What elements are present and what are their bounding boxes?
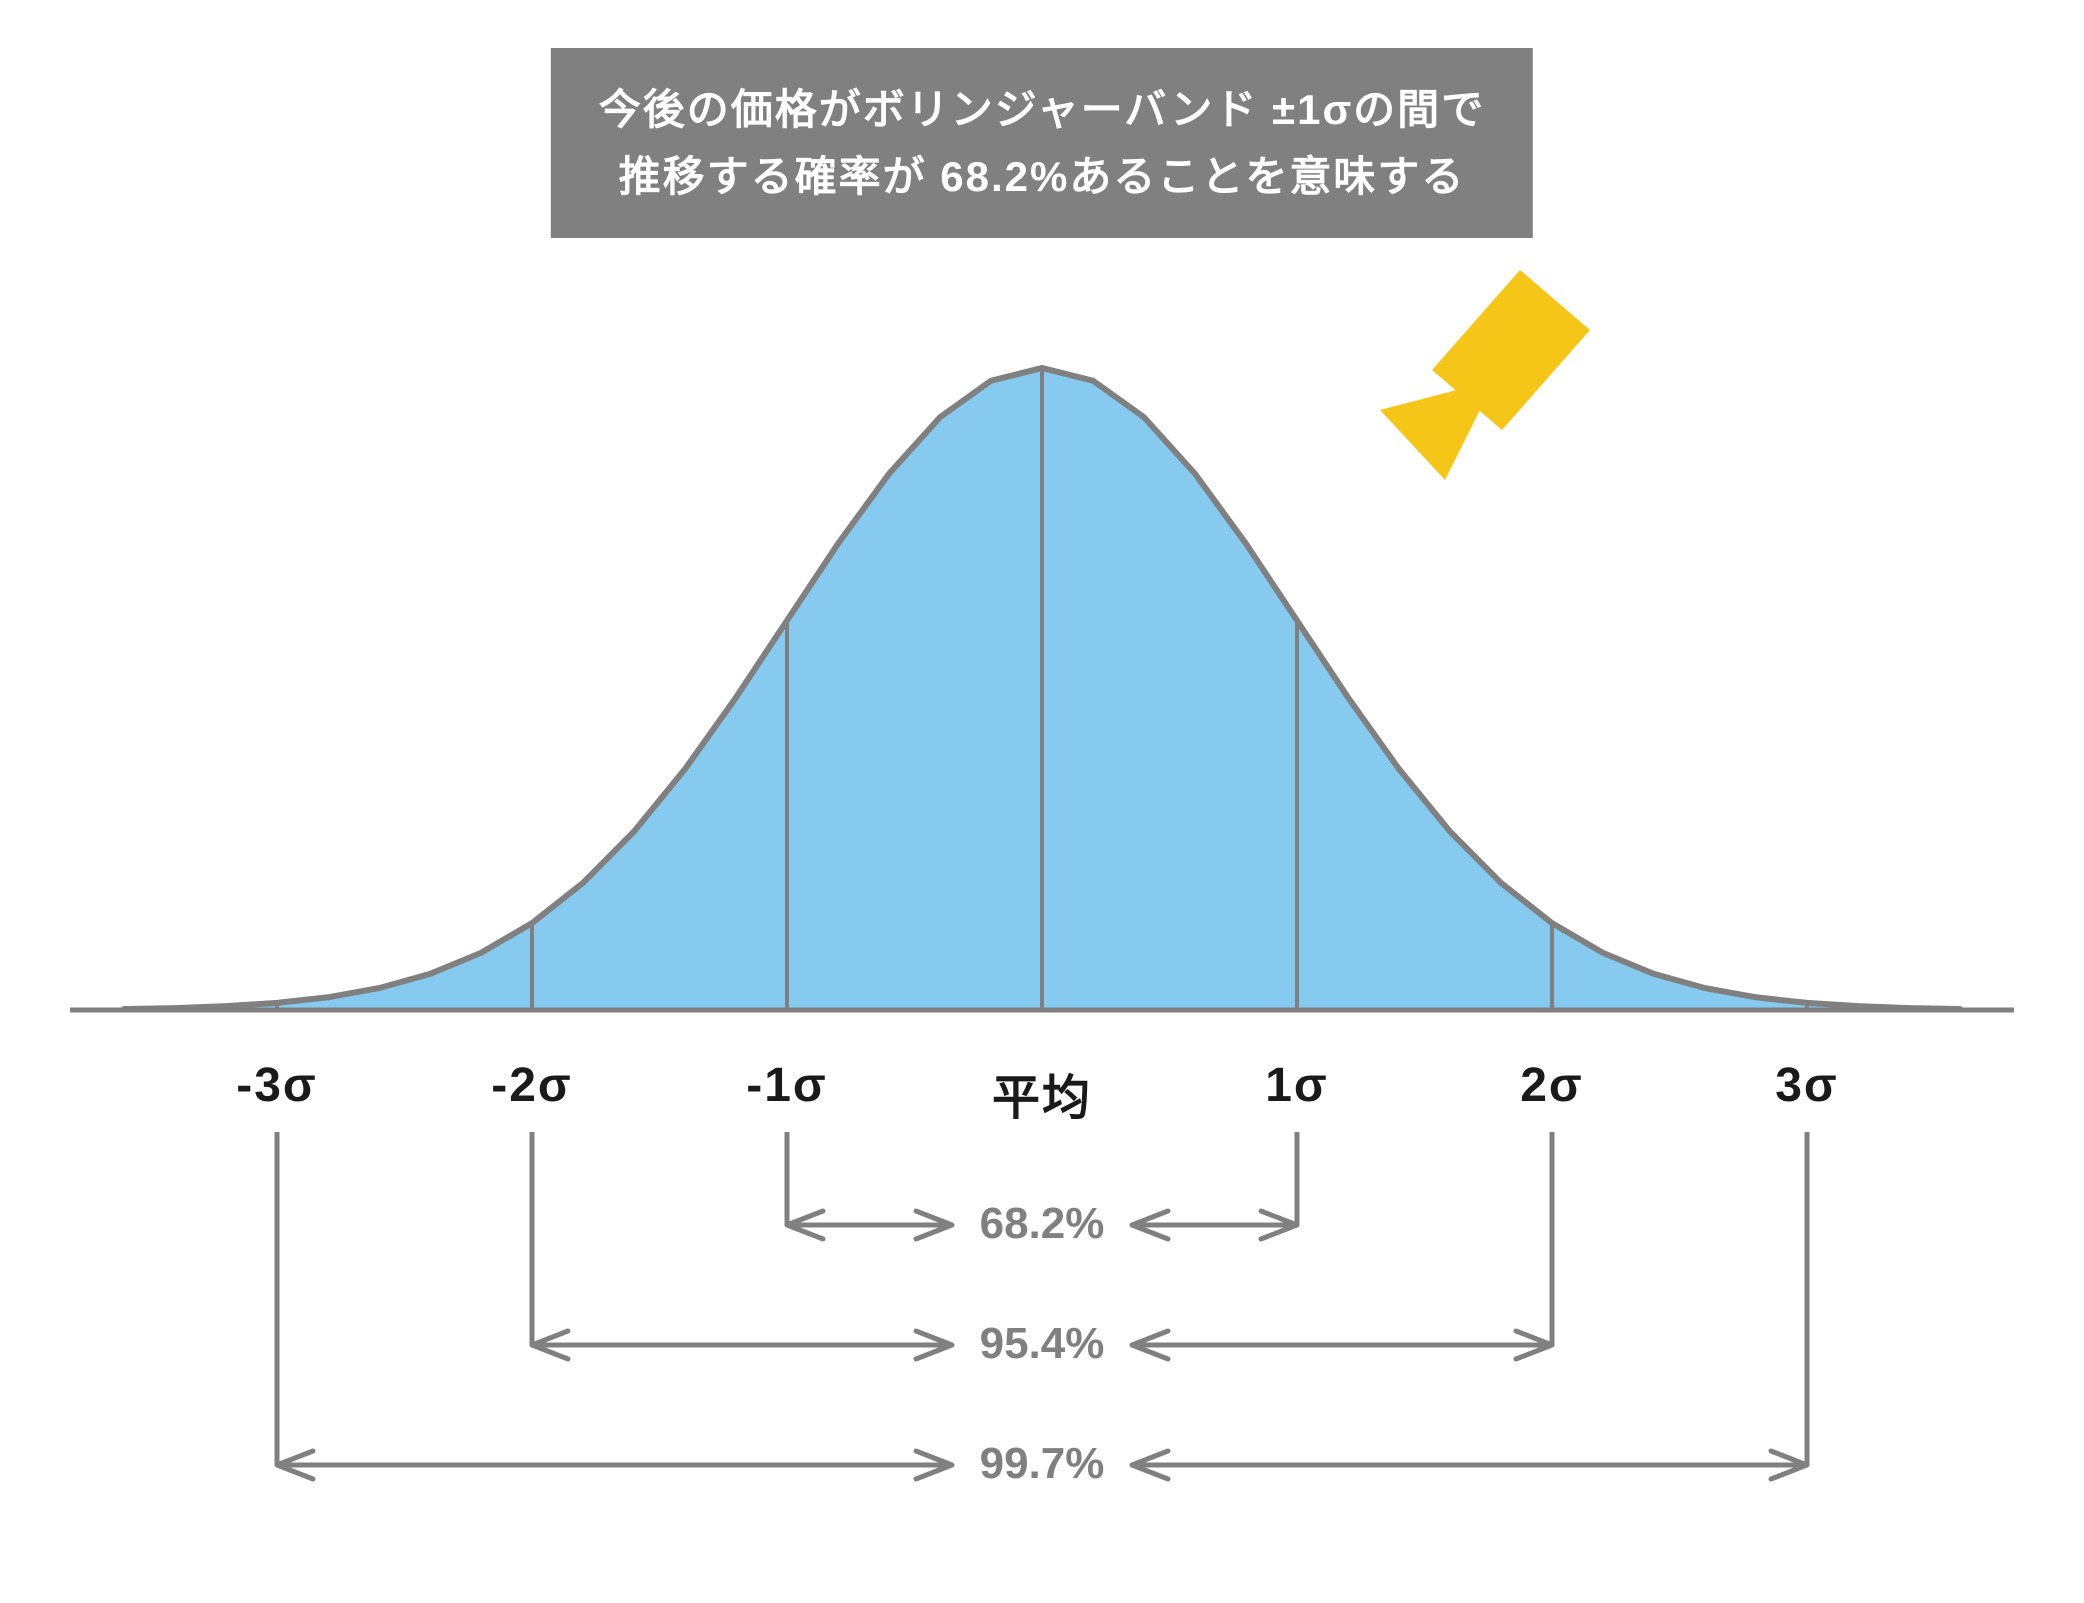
x-axis-label: -2σ	[491, 1058, 573, 1113]
chart-stage: 今後の価格がボリンジャーバンド ±1σの間で 推移する確率が 68.2%あること…	[0, 0, 2084, 1603]
dimension-label: 95.4%	[980, 1319, 1105, 1369]
dimension-label: 99.7%	[980, 1439, 1105, 1489]
x-axis-label: 3σ	[1775, 1058, 1839, 1113]
x-axis-label: -1σ	[746, 1058, 828, 1113]
x-axis-label: 1σ	[1265, 1058, 1329, 1113]
x-axis-label: 平均	[992, 1058, 1092, 1128]
x-axis-label: -3σ	[236, 1058, 318, 1113]
dimension-label: 68.2%	[980, 1199, 1105, 1249]
x-axis-label: 2σ	[1520, 1058, 1584, 1113]
